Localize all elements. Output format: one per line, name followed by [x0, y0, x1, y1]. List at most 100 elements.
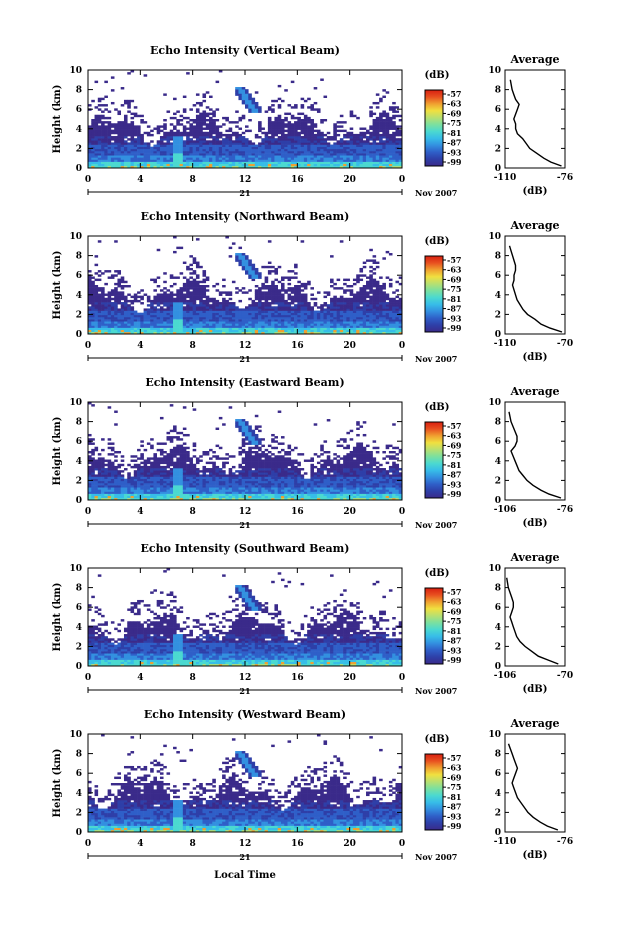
- heatmap-cell: [107, 293, 112, 296]
- heatmap-cell: [392, 108, 396, 111]
- heatmap-cell: [182, 110, 187, 113]
- heatmap-cell: [97, 470, 102, 473]
- heatmap-cell: [127, 319, 131, 322]
- heatmap-cell: [287, 104, 292, 107]
- heatmap-cell: [313, 101, 318, 105]
- heatmap-cell: [356, 150, 360, 154]
- heatmap-cell: [179, 472, 184, 475]
- heatmap-cell: [91, 319, 95, 322]
- heatmap-cell: [248, 155, 252, 158]
- heatmap-cell: [94, 163, 99, 167]
- heatmap-cell: [349, 297, 354, 301]
- heatmap-cell: [166, 310, 171, 313]
- heatmap-cell: [101, 480, 105, 484]
- heatmap-cell: [261, 142, 265, 145]
- heatmap-cell: [313, 129, 318, 133]
- heatmap-cell: [97, 165, 102, 169]
- heatmap-cell: [388, 308, 393, 311]
- heatmap-cell: [385, 150, 390, 154]
- heatmap-cell: [146, 482, 151, 486]
- heatmap-cell: [88, 493, 92, 497]
- heatmap-cell: [137, 487, 141, 490]
- heatmap-cell: [179, 468, 184, 471]
- heatmap-cell: [349, 299, 354, 303]
- heatmap-cell: [225, 299, 229, 303]
- heatmap-cell: [107, 133, 112, 137]
- heatmap-cell: [169, 136, 174, 139]
- heatmap-cell: [123, 101, 128, 105]
- heatmap-cell: [212, 285, 216, 288]
- heatmap-cell: [326, 155, 331, 158]
- heatmap-cell: [146, 297, 151, 301]
- heatmap-cell: [254, 323, 259, 326]
- heatmap-cell: [195, 155, 200, 158]
- heatmap-cell: [300, 312, 305, 316]
- heatmap-cell: [241, 323, 246, 326]
- heatmap-cell: [346, 304, 350, 307]
- heatmap-cell: [241, 138, 246, 141]
- heatmap-cell: [120, 493, 125, 497]
- heatmap-cell: [104, 316, 108, 320]
- heatmap-cell: [297, 148, 301, 152]
- heatmap-cell: [133, 455, 138, 458]
- heatmap-cell: [313, 316, 318, 320]
- heatmap-cell: [127, 308, 131, 311]
- heatmap-cell: [97, 323, 102, 326]
- heatmap-cell: [251, 323, 256, 326]
- heatmap-cell: [199, 323, 203, 326]
- heatmap-cell: [130, 306, 135, 309]
- heatmap-cell: [140, 312, 144, 316]
- heatmap-cell: [166, 476, 171, 479]
- heatmap-cell: [101, 476, 105, 479]
- heatmap-cell: [310, 316, 314, 320]
- heatmap-cell: [235, 93, 239, 96]
- heatmap-cell: [313, 304, 318, 307]
- colorbar-tick-label: -93: [447, 147, 462, 157]
- heatmap-cell: [313, 327, 318, 331]
- heatmap-cell: [153, 325, 157, 328]
- heatmap-cell: [140, 165, 144, 169]
- heatmap-cell: [107, 155, 112, 158]
- heatmap-cell: [366, 282, 370, 286]
- heatmap-cell: [195, 304, 200, 307]
- heatmap-cell: [382, 293, 386, 296]
- heatmap-cell: [352, 282, 357, 286]
- heatmap-cell: [114, 327, 118, 331]
- heatmap-cell: [300, 329, 305, 333]
- heatmap-cell: [254, 108, 259, 111]
- heatmap-cell: [297, 329, 301, 333]
- heatmap-cell: [280, 123, 285, 126]
- heatmap-cell: [179, 444, 184, 448]
- heatmap-cell: [146, 146, 151, 150]
- heatmap-cell: [179, 493, 184, 497]
- heatmap-cell: [359, 295, 364, 299]
- heatmap-cell: [205, 114, 210, 118]
- heatmap-cell: [303, 316, 308, 320]
- heatmap-cell: [323, 329, 328, 333]
- heatmap-cell: [159, 161, 164, 165]
- heatmap-cell: [215, 159, 220, 162]
- heatmap-cell: [280, 297, 285, 301]
- heatmap-cell: [104, 116, 108, 120]
- heatmap-cell: [235, 319, 239, 322]
- heatmap-cell: [307, 127, 311, 130]
- heatmap-cell: [307, 302, 311, 305]
- heatmap-cell: [333, 325, 337, 328]
- heatmap-cell: [264, 265, 269, 269]
- heatmap-cell: [261, 155, 265, 158]
- heatmap-cell: [251, 265, 256, 269]
- heatmap-cell: [251, 161, 256, 165]
- heatmap-cell: [228, 255, 233, 258]
- heatmap-cell: [140, 472, 144, 475]
- heatmap-cell: [189, 331, 193, 335]
- heatmap-cell: [150, 323, 154, 326]
- heatmap-cell: [300, 302, 305, 305]
- heatmap-cell: [133, 295, 138, 299]
- heatmap-cell: [166, 485, 171, 488]
- heatmap-cell: [101, 487, 105, 490]
- heatmap-cell: [369, 112, 373, 116]
- heatmap-cell: [261, 321, 265, 324]
- heatmap-cell: [271, 285, 275, 288]
- heatmap-cell: [202, 327, 207, 331]
- heatmap-cell: [280, 314, 285, 318]
